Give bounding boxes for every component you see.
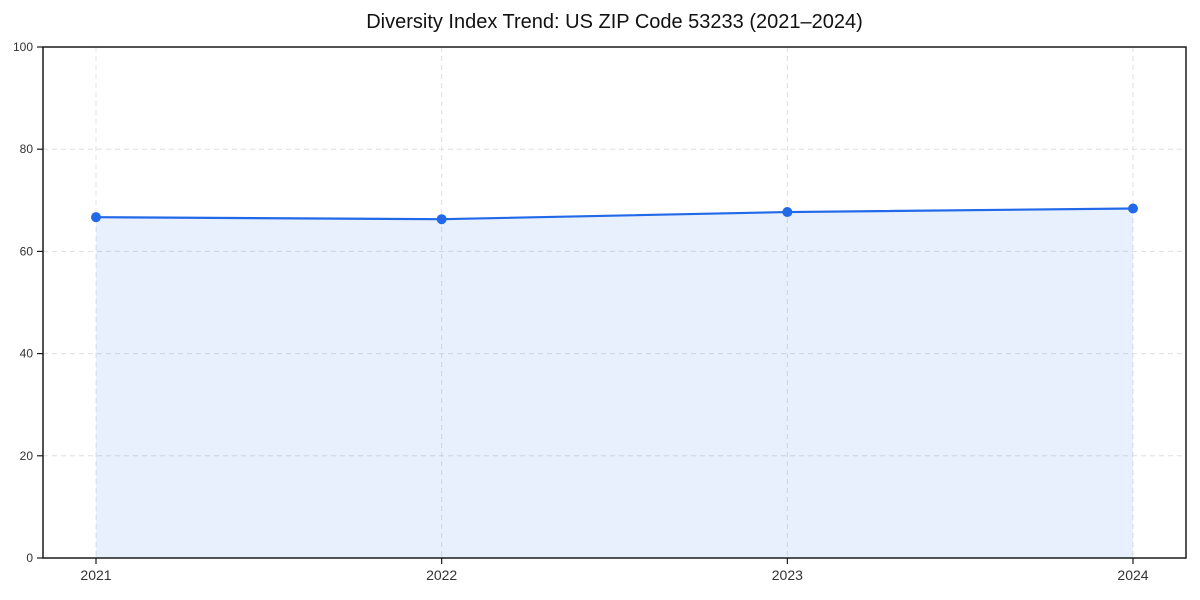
area-fill bbox=[96, 208, 1133, 558]
trend-line bbox=[94, 207, 1135, 221]
y-tick-label: 20 bbox=[20, 449, 34, 463]
data-point-2022 bbox=[436, 214, 447, 225]
plot-frame bbox=[42, 46, 1187, 559]
x-tick-label: 2021 bbox=[80, 567, 111, 583]
y-tick-label: 80 bbox=[20, 142, 34, 156]
data-point-2024 bbox=[1128, 203, 1138, 214]
y-tick-label: 40 bbox=[20, 347, 34, 361]
data-point-2023 bbox=[782, 207, 793, 218]
x-tick-label: 2023 bbox=[772, 567, 803, 583]
y-tick-label: 100 bbox=[13, 40, 33, 54]
data-point-2021 bbox=[91, 212, 101, 223]
y-tick-label: 0 bbox=[26, 551, 33, 565]
y-tick-label: 60 bbox=[20, 244, 34, 258]
chart-title: Diversity Index Trend: US ZIP Code 53233… bbox=[366, 11, 863, 33]
x-tick-label: 2022 bbox=[426, 567, 457, 583]
x-tick-label: 2024 bbox=[1117, 567, 1148, 583]
